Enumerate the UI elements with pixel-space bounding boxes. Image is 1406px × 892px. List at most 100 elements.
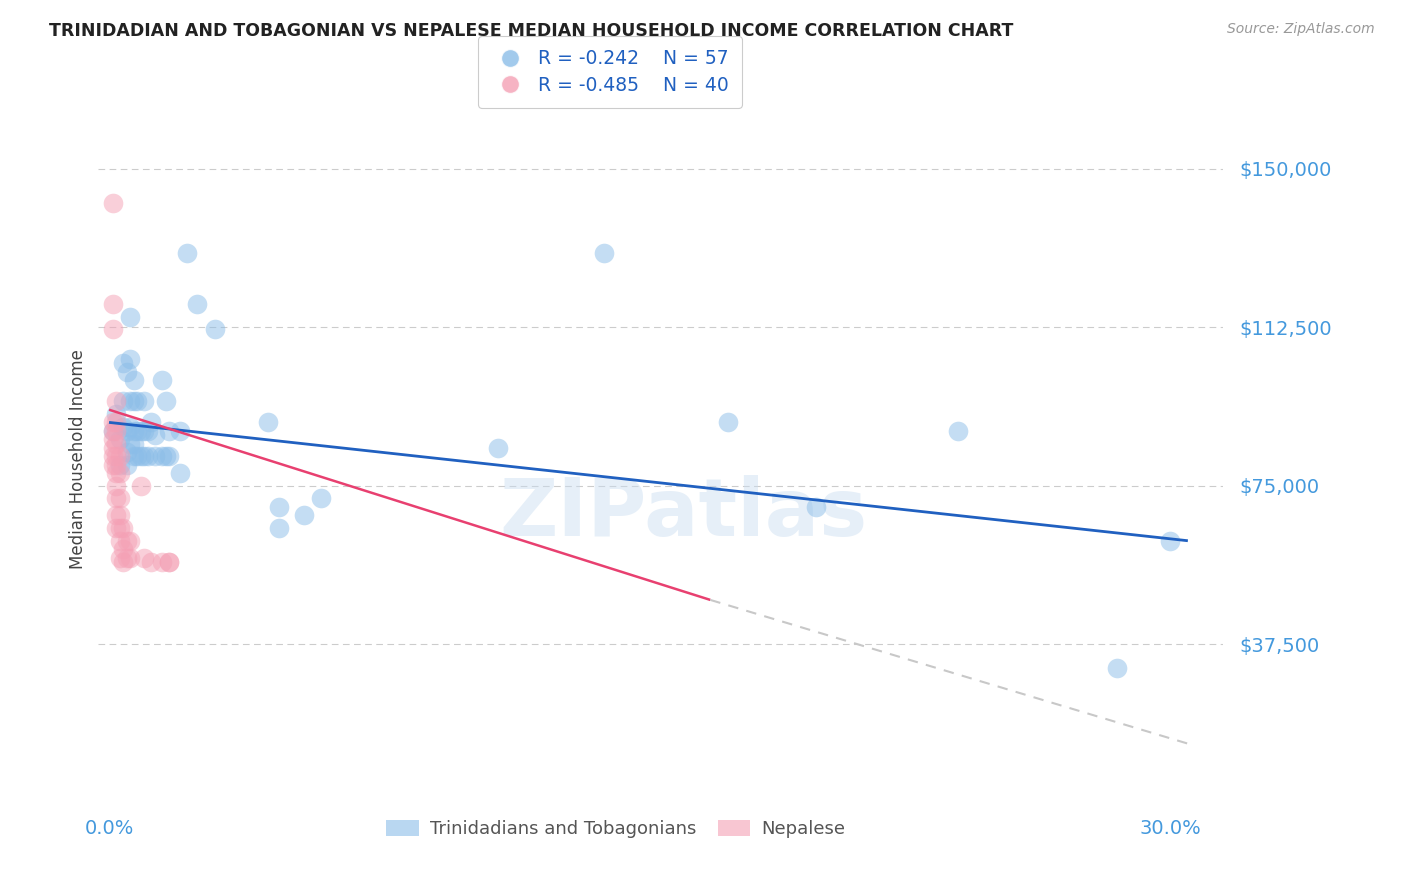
Point <box>169 466 191 480</box>
Point <box>486 441 509 455</box>
Point <box>127 449 149 463</box>
Point <box>122 449 145 463</box>
Point <box>122 436 145 450</box>
Point <box>1107 660 1129 674</box>
Point <box>101 195 124 210</box>
Point <box>112 419 135 434</box>
Point <box>115 365 138 379</box>
Point <box>105 466 128 480</box>
Point <box>105 436 128 450</box>
Point <box>204 322 226 336</box>
Point <box>101 416 124 430</box>
Point <box>257 416 280 430</box>
Point <box>108 491 131 506</box>
Point <box>186 297 208 311</box>
Point <box>122 394 145 409</box>
Point <box>115 533 138 548</box>
Legend: Trinidadians and Tobagonians, Nepalese: Trinidadians and Tobagonians, Nepalese <box>380 813 852 846</box>
Point <box>141 416 163 430</box>
Point <box>112 555 135 569</box>
Point <box>267 521 290 535</box>
Point <box>176 246 198 260</box>
Point <box>136 424 159 438</box>
Point <box>105 424 128 438</box>
Point <box>127 394 149 409</box>
Point <box>122 424 145 438</box>
Point <box>108 533 131 548</box>
Point <box>105 479 128 493</box>
Point <box>806 500 828 514</box>
Point <box>120 436 142 450</box>
Point <box>112 394 135 409</box>
Point <box>157 555 180 569</box>
Point <box>169 424 191 438</box>
Point <box>101 432 124 446</box>
Point <box>108 432 131 446</box>
Point <box>101 449 124 463</box>
Point <box>112 356 135 370</box>
Point <box>115 458 138 472</box>
Point <box>108 466 131 480</box>
Point <box>141 555 163 569</box>
Point <box>309 491 332 506</box>
Point <box>105 416 128 430</box>
Point <box>129 449 152 463</box>
Point <box>157 449 180 463</box>
Point <box>105 394 128 409</box>
Point <box>267 500 290 514</box>
Point <box>150 555 173 569</box>
Point <box>115 424 138 438</box>
Point <box>120 533 142 548</box>
Point <box>105 521 128 535</box>
Point <box>120 310 142 324</box>
Point <box>112 521 135 535</box>
Point <box>134 449 156 463</box>
Point <box>134 550 156 565</box>
Point <box>115 445 138 459</box>
Point <box>120 419 142 434</box>
Y-axis label: Median Household Income: Median Household Income <box>69 350 87 569</box>
Point <box>129 479 152 493</box>
Point <box>157 424 180 438</box>
Point <box>108 458 131 472</box>
Point <box>101 297 124 311</box>
Point <box>105 491 128 506</box>
Point <box>101 458 124 472</box>
Point <box>101 322 124 336</box>
Point <box>101 441 124 455</box>
Point <box>127 424 149 438</box>
Point <box>143 449 166 463</box>
Point <box>105 449 128 463</box>
Point <box>105 508 128 523</box>
Point <box>292 508 315 523</box>
Point <box>120 394 142 409</box>
Text: ZIPatlas: ZIPatlas <box>499 475 868 553</box>
Point <box>155 449 177 463</box>
Point <box>129 424 152 438</box>
Point <box>136 449 159 463</box>
Point <box>108 550 131 565</box>
Point <box>593 246 616 260</box>
Point <box>108 508 131 523</box>
Point <box>105 407 128 421</box>
Point <box>134 394 156 409</box>
Point <box>1159 533 1181 548</box>
Point <box>143 428 166 442</box>
Point <box>150 449 173 463</box>
Point <box>108 449 131 463</box>
Point <box>108 521 131 535</box>
Point <box>150 373 173 387</box>
Point <box>717 416 740 430</box>
Point <box>134 424 156 438</box>
Point <box>122 373 145 387</box>
Text: TRINIDADIAN AND TOBAGONIAN VS NEPALESE MEDIAN HOUSEHOLD INCOME CORRELATION CHART: TRINIDADIAN AND TOBAGONIAN VS NEPALESE M… <box>49 22 1014 40</box>
Point <box>946 424 969 438</box>
Point <box>115 550 138 565</box>
Point <box>120 550 142 565</box>
Point <box>155 394 177 409</box>
Point <box>101 424 124 438</box>
Point <box>101 424 124 438</box>
Point <box>105 458 128 472</box>
Text: Source: ZipAtlas.com: Source: ZipAtlas.com <box>1227 22 1375 37</box>
Point <box>120 351 142 366</box>
